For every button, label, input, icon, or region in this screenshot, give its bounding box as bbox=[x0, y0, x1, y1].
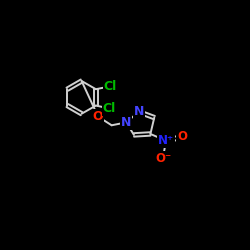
Text: N: N bbox=[121, 116, 132, 129]
Text: N⁺: N⁺ bbox=[158, 134, 174, 147]
Text: Cl: Cl bbox=[104, 80, 117, 93]
Text: O⁻: O⁻ bbox=[155, 152, 171, 164]
Text: Cl: Cl bbox=[103, 102, 116, 115]
Text: N: N bbox=[134, 105, 144, 118]
Text: O: O bbox=[93, 110, 104, 123]
Text: O: O bbox=[178, 130, 188, 143]
